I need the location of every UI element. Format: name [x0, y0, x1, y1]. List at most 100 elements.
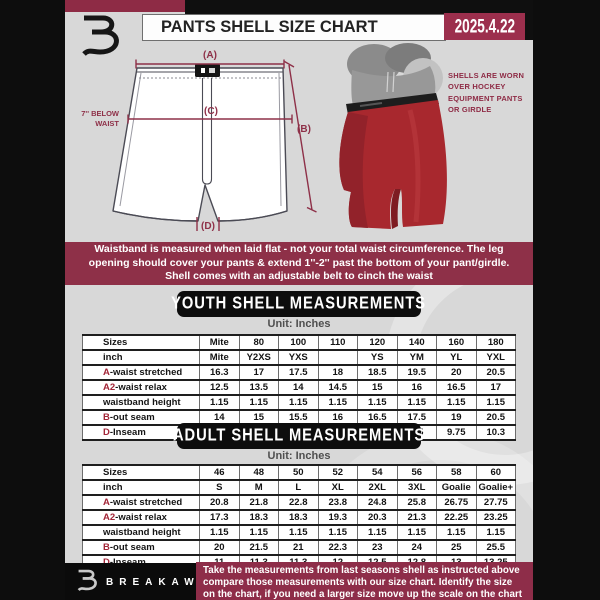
top-accent-strip [65, 0, 185, 12]
table-cell: 17.3 [199, 509, 240, 526]
breakaway-logo-icon [77, 567, 98, 597]
table-cell: 20.3 [357, 509, 398, 526]
table-cell: 17 [238, 364, 279, 381]
table-cell: 23 [357, 539, 398, 556]
table-cell: YL [436, 349, 477, 366]
waist-note-line1: 7'' BELOW [81, 109, 120, 118]
table-cell: 1.15 [436, 394, 477, 411]
table-cell: 18.3 [238, 509, 279, 526]
pants-diagram: (A) (C) (B) (D) 7'' BELOW WAIST [81, 50, 317, 232]
chart-sheet: PANTS SHELL SIZE CHART 2025.4.22 (A) (C)… [65, 0, 533, 600]
table-row: Sizes 46 48 50 52 54 56 58 60 [82, 464, 516, 481]
table-row: inch S M L XL 2XL 3XL Goalie Goalie+ [82, 479, 516, 496]
table-cell: 1.15 [317, 394, 358, 411]
table-cell: 17 [475, 379, 516, 396]
table-cell: 100 [278, 334, 319, 351]
row-label: A2-waist relax [82, 509, 200, 526]
row-label: D-Inseam [82, 424, 200, 441]
table-cell: 20 [199, 539, 240, 556]
youth-banner-text: YOUTH SHELL MEASUREMENTS [171, 293, 427, 313]
table-row: A2-waist relax 17.3 18.3 18.3 19.3 20.3 21.3 22… [82, 509, 516, 526]
table-cell: 60 [475, 464, 516, 481]
table-cell: 1.15 [238, 394, 279, 411]
table-cell: 14 [199, 409, 240, 426]
table-cell: 16.3 [199, 364, 240, 381]
table-cell: 19.5 [396, 364, 437, 381]
table-cell: 18.3 [278, 509, 319, 526]
row-label: B-out seam [82, 409, 200, 426]
table-cell: 25.5 [475, 539, 516, 556]
table-row: Sizes Mite 80 100 110 120 140 160 180 [82, 334, 516, 351]
table-cell: 9.75 [436, 424, 477, 441]
row-label: waistband height [82, 524, 200, 541]
table-cell: 12.5 [199, 379, 240, 396]
measure-line-b [284, 60, 317, 213]
row-label: inch [82, 479, 200, 496]
table-cell: YS [357, 349, 398, 366]
table-cell [317, 349, 358, 366]
brand-lockup: BREAKAWAY [77, 566, 224, 598]
row-label: Sizes [82, 464, 200, 481]
table-cell: 27.75 [475, 494, 516, 511]
table-cell: 19 [436, 409, 477, 426]
shorts-outline [112, 67, 288, 222]
table-cell: XL [317, 479, 358, 496]
adult-unit-label: Unit: Inches [267, 450, 331, 462]
measure-line-c [127, 114, 293, 124]
table-cell: 120 [357, 334, 398, 351]
waist-note-line2: WAIST [95, 119, 119, 128]
table-cell: 22.3 [317, 539, 358, 556]
adult-section-banner: ADULT SHELL MEASUREMENTS [173, 423, 424, 449]
table-cell: 80 [238, 334, 279, 351]
date-badge: 2025.4.22 [444, 13, 525, 40]
row-label: Sizes [82, 334, 200, 351]
table-cell: 1.15 [396, 524, 437, 541]
adult-measurements-table: Sizes 46 48 50 52 54 56 58 60 inch S M L XL 2XL 3XL Goal… [82, 464, 516, 571]
table-row: B-out seam 20 21.5 21 22.3 23 24 25 25.5 [82, 539, 516, 556]
table-cell: 22.25 [436, 509, 477, 526]
table-cell: 25 [436, 539, 477, 556]
table-cell: 1.15 [475, 524, 516, 541]
table-cell: L [278, 479, 319, 496]
row-label: A2-waist relax [82, 379, 200, 396]
table-cell: 140 [396, 334, 437, 351]
table-cell: 1.15 [436, 524, 477, 541]
row-label: waistband height [82, 394, 200, 411]
table-cell: 1.15 [278, 524, 319, 541]
table-cell: 3XL [396, 479, 437, 496]
table-cell: 1.15 [278, 394, 319, 411]
table-cell: 17.5 [278, 364, 319, 381]
label-c: (C) [204, 106, 218, 117]
table-row: A2-waist relax 12.5 13.5 14 14.5 15 16 16.5 17 [82, 379, 516, 396]
youth-measurements-table: Sizes Mite 80 100 110 120 140 160 180 inch Mite Y2X… [82, 334, 516, 441]
adult-banner-text: ADULT SHELL MEASUREMENTS [172, 425, 426, 445]
table-cell: 1.15 [475, 394, 516, 411]
brand-name: BREAKAWAY [106, 576, 225, 588]
table-row: waistband height 1.15 1.15 1.15 1.15 1.15 1.15… [82, 394, 516, 411]
table-cell: Mite [199, 349, 240, 366]
table-cell: 22.8 [278, 494, 319, 511]
breakaway-logo-icon [81, 11, 121, 62]
table-cell: 20.5 [475, 409, 516, 426]
table-row: A-waist stretched 16.3 17 17.5 18 18.5 19.5 20 2… [82, 364, 516, 381]
photo-note: SHELLS ARE WORN OVER HOCKEY EQUIPMENT PANT… [448, 71, 525, 114]
table-cell: 21.5 [238, 539, 279, 556]
page-title: PANTS SHELL SIZE CHART [142, 14, 446, 41]
table-cell: 1.15 [238, 524, 279, 541]
youth-section-banner: YOUTH SHELL MEASUREMENTS [172, 291, 426, 317]
table-cell: 1.15 [396, 394, 437, 411]
date-text: 2025.4.22 [454, 15, 515, 37]
row-label: B-out seam [82, 539, 200, 556]
table-cell: 13.5 [238, 379, 279, 396]
label-a: (A) [203, 50, 217, 61]
table-cell: 19.3 [317, 509, 358, 526]
label-b: (B) [297, 124, 311, 135]
table-cell: S [199, 479, 240, 496]
table-cell: 160 [436, 334, 477, 351]
table-cell: 2XL [357, 479, 398, 496]
table-cell: 10.3 [475, 424, 516, 441]
table-cell: YM [396, 349, 437, 366]
table-cell: 20 [436, 364, 477, 381]
table-cell: YXL [475, 349, 516, 366]
